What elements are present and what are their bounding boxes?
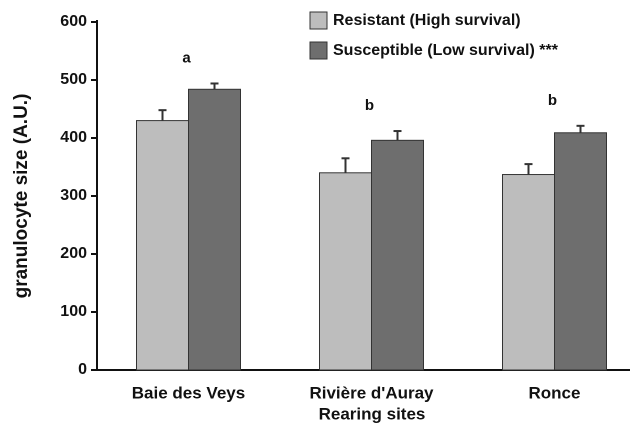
bar <box>188 88 241 371</box>
y-tick-label: 0 <box>78 361 87 378</box>
bar <box>136 120 189 371</box>
y-tick-label: 500 <box>60 71 87 88</box>
bar <box>319 172 372 371</box>
group-label: b <box>365 97 374 114</box>
y-tick-label: 400 <box>60 129 87 146</box>
bar <box>502 174 555 371</box>
y-tick-label: 600 <box>60 13 87 30</box>
x-tick-label: Baie des Veys <box>132 383 245 402</box>
x-tick-label: Ronce <box>529 383 581 402</box>
x-axis-title: Rearing sites <box>319 404 426 423</box>
y-axis-title: granulocyte size (A.U.) <box>11 94 32 299</box>
y-tick-label: 100 <box>60 303 87 320</box>
legend-swatch <box>309 11 328 30</box>
legend-swatch <box>309 41 328 60</box>
x-tick-label: Rivière d'Auray <box>309 383 434 402</box>
y-tick-label: 200 <box>60 245 87 262</box>
group-label: a <box>182 49 191 66</box>
y-tick-label: 300 <box>60 187 87 204</box>
legend-label: Susceptible (Low survival) *** <box>333 42 559 59</box>
legend-label: Resistant (High survival) <box>333 12 521 29</box>
group-label: b <box>548 92 557 109</box>
bar <box>371 139 424 371</box>
bar <box>554 132 607 371</box>
